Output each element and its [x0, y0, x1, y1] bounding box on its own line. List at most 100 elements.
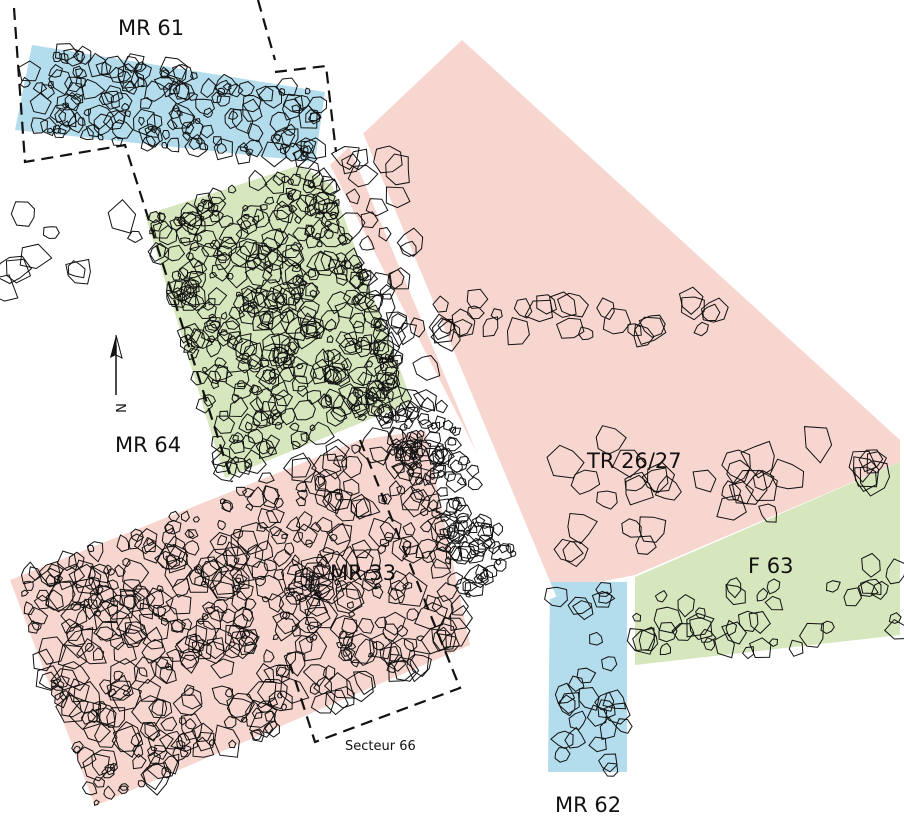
stone [317, 393, 333, 409]
stone [153, 604, 167, 618]
stone [184, 133, 207, 158]
stone [75, 45, 92, 65]
stone [444, 544, 452, 553]
stone [164, 557, 193, 588]
stone [396, 400, 416, 419]
stone [213, 138, 233, 161]
stone [304, 193, 318, 208]
stone [273, 200, 293, 221]
stone [196, 204, 204, 213]
stone [453, 515, 473, 536]
stone [272, 357, 280, 364]
stone [281, 336, 301, 357]
stone [641, 467, 669, 494]
stone [106, 600, 125, 617]
stone [589, 631, 604, 646]
stone [181, 121, 195, 135]
stone [554, 747, 571, 763]
stone [304, 268, 317, 279]
stone [196, 229, 218, 249]
stone [466, 288, 489, 309]
stone [544, 586, 568, 608]
stone [646, 461, 676, 493]
stone [306, 621, 319, 634]
stone [557, 694, 576, 717]
stone [854, 466, 878, 493]
stone [335, 581, 365, 612]
stone [406, 608, 419, 622]
stone [312, 563, 330, 578]
stone [219, 236, 237, 250]
stone [477, 569, 489, 583]
stone [182, 540, 200, 556]
stone [365, 198, 389, 217]
stone [95, 626, 114, 641]
stone [161, 766, 172, 779]
stone [183, 271, 203, 289]
stone [104, 763, 116, 776]
stone [83, 108, 92, 117]
stone [185, 717, 197, 730]
stone [314, 468, 341, 494]
stone [182, 211, 203, 227]
stone [251, 215, 260, 225]
stone [370, 405, 383, 417]
stone [659, 642, 671, 656]
stone [402, 540, 412, 549]
stone [291, 624, 301, 637]
stone [409, 317, 426, 338]
stone [467, 305, 485, 320]
stone [92, 647, 105, 661]
stone [243, 139, 263, 158]
stone [60, 618, 79, 634]
stone [322, 445, 348, 480]
stone [146, 588, 165, 609]
stone [141, 541, 164, 564]
stone [612, 449, 646, 478]
stone [286, 178, 295, 186]
stone [888, 612, 902, 624]
zone-label: MR 62 [555, 793, 621, 817]
stone [385, 153, 410, 186]
zone-mr62 [548, 582, 627, 772]
stone [179, 110, 195, 128]
stone [310, 565, 334, 596]
stone [725, 619, 738, 637]
stone [259, 203, 268, 211]
stone [210, 658, 235, 679]
stone [334, 493, 343, 502]
stone [19, 76, 31, 88]
stone [201, 580, 209, 588]
stone [453, 318, 473, 337]
stone [276, 233, 304, 259]
stone [400, 388, 426, 413]
stone [257, 507, 279, 529]
stone [309, 521, 322, 533]
stone [224, 688, 234, 698]
stone [169, 218, 183, 232]
stone [309, 683, 320, 695]
stone [295, 593, 307, 603]
stone [51, 678, 65, 691]
stone [852, 456, 880, 488]
stone [254, 540, 274, 562]
stone [240, 716, 248, 723]
stone [379, 646, 400, 664]
stone [401, 442, 418, 455]
stone [49, 668, 81, 691]
stone [184, 118, 204, 140]
stone [176, 109, 183, 116]
stone [766, 578, 781, 595]
stone [428, 546, 452, 569]
stone [77, 117, 86, 126]
stone [110, 92, 133, 112]
stone [267, 305, 278, 314]
stone [293, 297, 301, 304]
stone [289, 422, 300, 432]
stone [233, 382, 253, 399]
stone [493, 522, 504, 537]
stone [336, 263, 345, 275]
stone [295, 510, 313, 532]
stone [118, 783, 130, 791]
stone [272, 633, 280, 640]
